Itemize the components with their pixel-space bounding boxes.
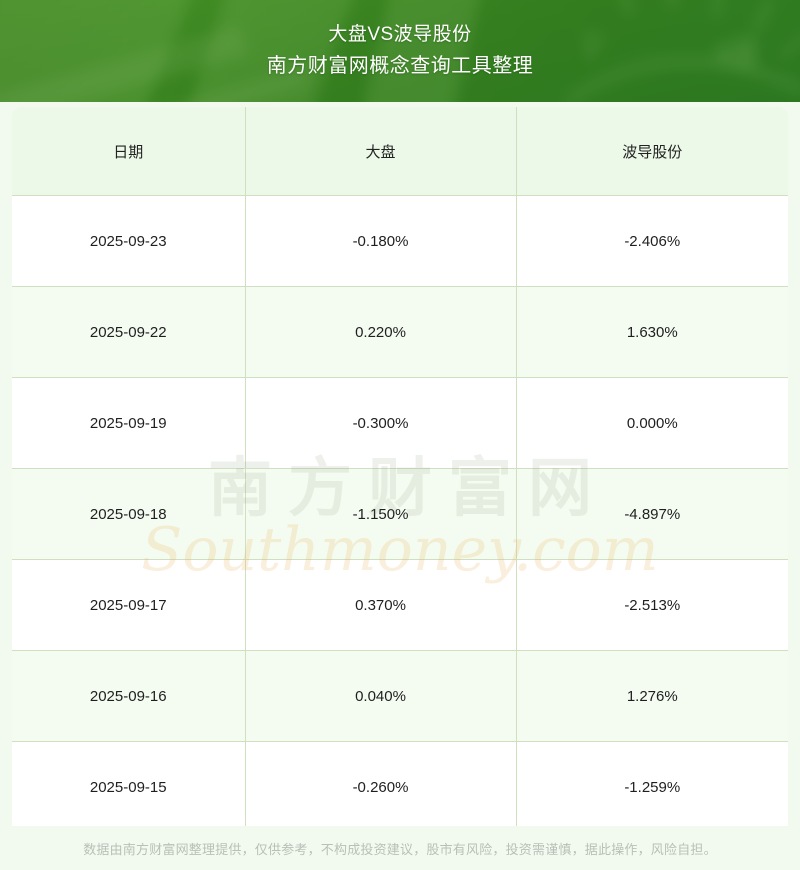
cell-date: 2025-09-17 — [12, 559, 246, 651]
table-row: 2025-09-15 -0.260% -1.259% — [12, 741, 788, 833]
cell-stock: -2.406% — [516, 195, 788, 287]
cell-date: 2025-09-18 — [12, 468, 246, 560]
cell-date: 2025-09-19 — [12, 377, 246, 469]
cell-stock: 1.630% — [516, 286, 788, 378]
cell-date: 2025-09-23 — [12, 195, 246, 287]
cell-date: 2025-09-22 — [12, 286, 246, 378]
cell-date: 2025-09-15 — [12, 741, 246, 833]
cell-stock: -4.897% — [516, 468, 788, 560]
column-header-stock[interactable]: 波导股份 — [516, 107, 788, 196]
footer: 数据由南方财富网整理提供，仅供参考，不构成投资建议，股市有风险，投资需谨慎，据此… — [0, 826, 800, 870]
table-row: 2025-09-23 -0.180% -2.406% — [12, 195, 788, 287]
cell-index: -0.260% — [245, 741, 517, 833]
table-row: 2025-09-16 0.040% 1.276% — [12, 650, 788, 742]
table-body: 2025-09-23 -0.180% -2.406% 2025-09-22 0.… — [12, 195, 788, 833]
page-title: 大盘VS波导股份 — [328, 24, 472, 45]
cell-stock: -2.513% — [516, 559, 788, 651]
table-row: 2025-09-18 -1.150% -4.897% — [12, 468, 788, 560]
stats-table: 日期 大盘 波导股份 2025-09-23 -0.180% -2.406% 20… — [12, 107, 788, 833]
table-row: 2025-09-19 -0.300% 0.000% — [12, 377, 788, 469]
cell-stock: 0.000% — [516, 377, 788, 469]
cell-index: -0.300% — [245, 377, 517, 469]
banner-title-block: 大盘VS波导股份 南方财富网概念查询工具整理 — [0, 0, 800, 102]
cell-date: 2025-09-16 — [12, 650, 246, 742]
table-head: 日期 大盘 波导股份 — [12, 107, 788, 196]
cell-stock: 1.276% — [516, 650, 788, 742]
cell-stock: -1.259% — [516, 741, 788, 833]
page-subtitle: 南方财富网概念查询工具整理 — [266, 55, 534, 77]
cell-index: -0.180% — [245, 195, 517, 287]
column-header-date[interactable]: 日期 — [12, 107, 246, 196]
cell-index: -1.150% — [245, 468, 517, 560]
footer-disclaimer: 数据由南方财富网整理提供，仅供参考，不构成投资建议，股市有风险，投资需谨慎，据此… — [83, 841, 717, 857]
table-header-row: 日期 大盘 波导股份 — [12, 107, 788, 196]
cell-index: 0.370% — [245, 559, 517, 651]
banner-background-art: F — [0, 0, 800, 102]
table-row: 2025-09-17 0.370% -2.513% — [12, 559, 788, 651]
cell-index: 0.040% — [245, 650, 517, 742]
page-banner: F 大盘VS波导股份 南方财富网概念查询工具整理 — [0, 0, 800, 102]
table-row: 2025-09-22 0.220% 1.630% — [12, 286, 788, 378]
column-header-index[interactable]: 大盘 — [245, 107, 517, 196]
stats-table-card: 日期 大盘 波导股份 2025-09-23 -0.180% -2.406% 20… — [12, 107, 788, 833]
svg-text:F: F — [582, 27, 606, 67]
cell-index: 0.220% — [245, 286, 517, 378]
